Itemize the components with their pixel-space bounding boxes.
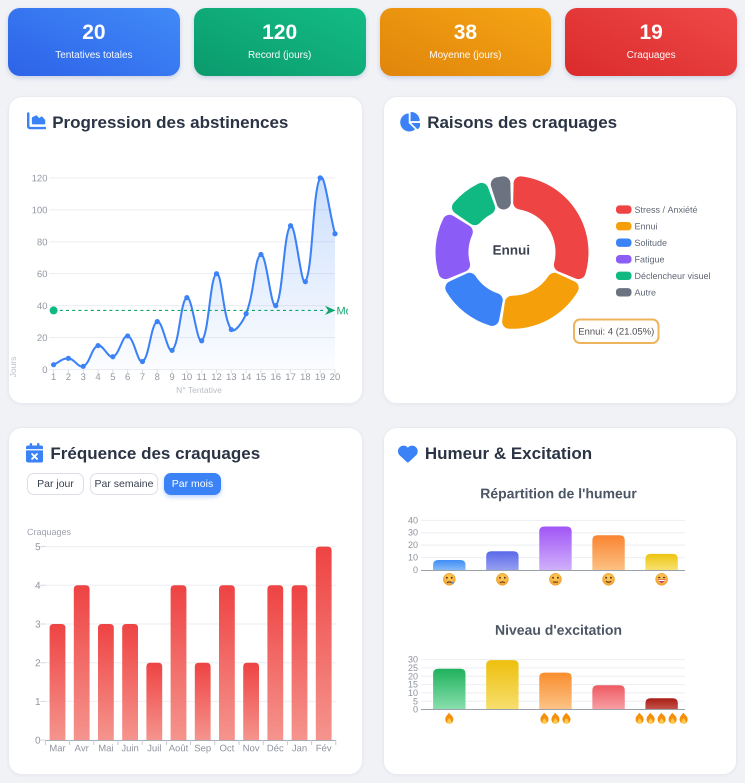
svg-text:40: 40 [407, 515, 417, 525]
svg-text:20: 20 [407, 540, 417, 550]
svg-text:30: 30 [407, 528, 417, 538]
svg-text:0: 0 [412, 565, 417, 575]
svg-text:15: 15 [407, 680, 417, 690]
svg-text:10: 10 [407, 553, 417, 563]
svg-text:0: 0 [412, 705, 417, 715]
svg-text:25: 25 [407, 663, 417, 673]
svg-text:10: 10 [407, 688, 417, 698]
svg-text:20: 20 [407, 671, 417, 681]
svg-text:5: 5 [412, 696, 417, 706]
svg-text:30: 30 [407, 655, 417, 665]
svg-text:N° Tentative: N° Tentative [176, 385, 222, 395]
svg-text:Jours: Jours [9, 357, 18, 378]
